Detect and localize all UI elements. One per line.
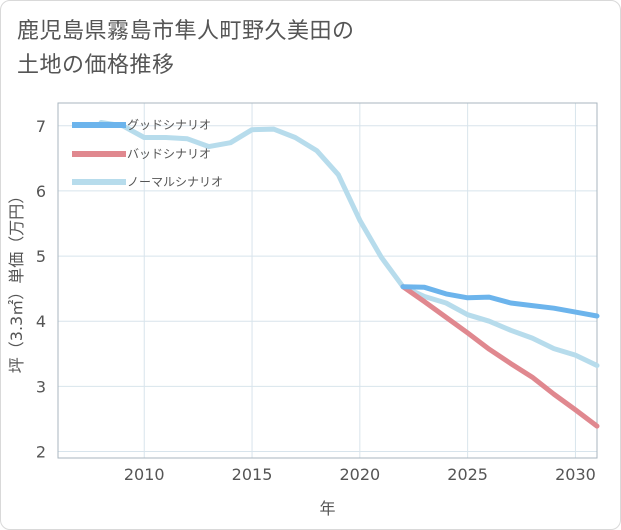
y-tick-label: 6 xyxy=(36,182,46,201)
y-tick-label: 3 xyxy=(36,377,46,396)
x-axis-label: 年 xyxy=(319,499,335,518)
y-axis-ticks: 2 3 4 5 6 7 xyxy=(36,117,46,462)
chart-title-line-1: 鹿児島県霧島市隼人町野久美田の xyxy=(17,19,355,44)
y-tick-label: 7 xyxy=(36,117,46,136)
x-tick-label: 2025 xyxy=(447,465,488,484)
legend-label-bad: バッドシナリオ xyxy=(127,147,211,161)
x-tick-label: 2010 xyxy=(124,465,165,484)
legend-label-normal: ノーマルシナリオ xyxy=(127,175,223,189)
grid xyxy=(58,103,597,458)
y-tick-label: 4 xyxy=(36,312,46,331)
series-line-normal xyxy=(98,120,600,368)
chart-title-line-2: 土地の価格推移 xyxy=(17,53,175,78)
series-line-bad xyxy=(400,284,600,429)
y-tick-label: 2 xyxy=(36,442,46,461)
y-tick-label: 5 xyxy=(36,247,46,266)
chart-title: 鹿児島県霧島市隼人町野久美田の 土地の価格推移 xyxy=(17,15,355,83)
legend-label-good: グッドシナリオ xyxy=(127,118,211,132)
x-tick-label: 2030 xyxy=(555,465,596,484)
plot-area xyxy=(57,102,598,459)
x-tick-label: 2020 xyxy=(339,465,380,484)
x-axis-ticks: 2010 2015 2020 2025 2030 xyxy=(124,465,596,484)
plot-border xyxy=(57,102,598,459)
series-layer xyxy=(98,120,600,429)
y-axis-label: 坪（3.3㎡）単価（万円） xyxy=(7,188,26,373)
x-tick-label: 2015 xyxy=(232,465,273,484)
series-line-good xyxy=(400,284,600,319)
